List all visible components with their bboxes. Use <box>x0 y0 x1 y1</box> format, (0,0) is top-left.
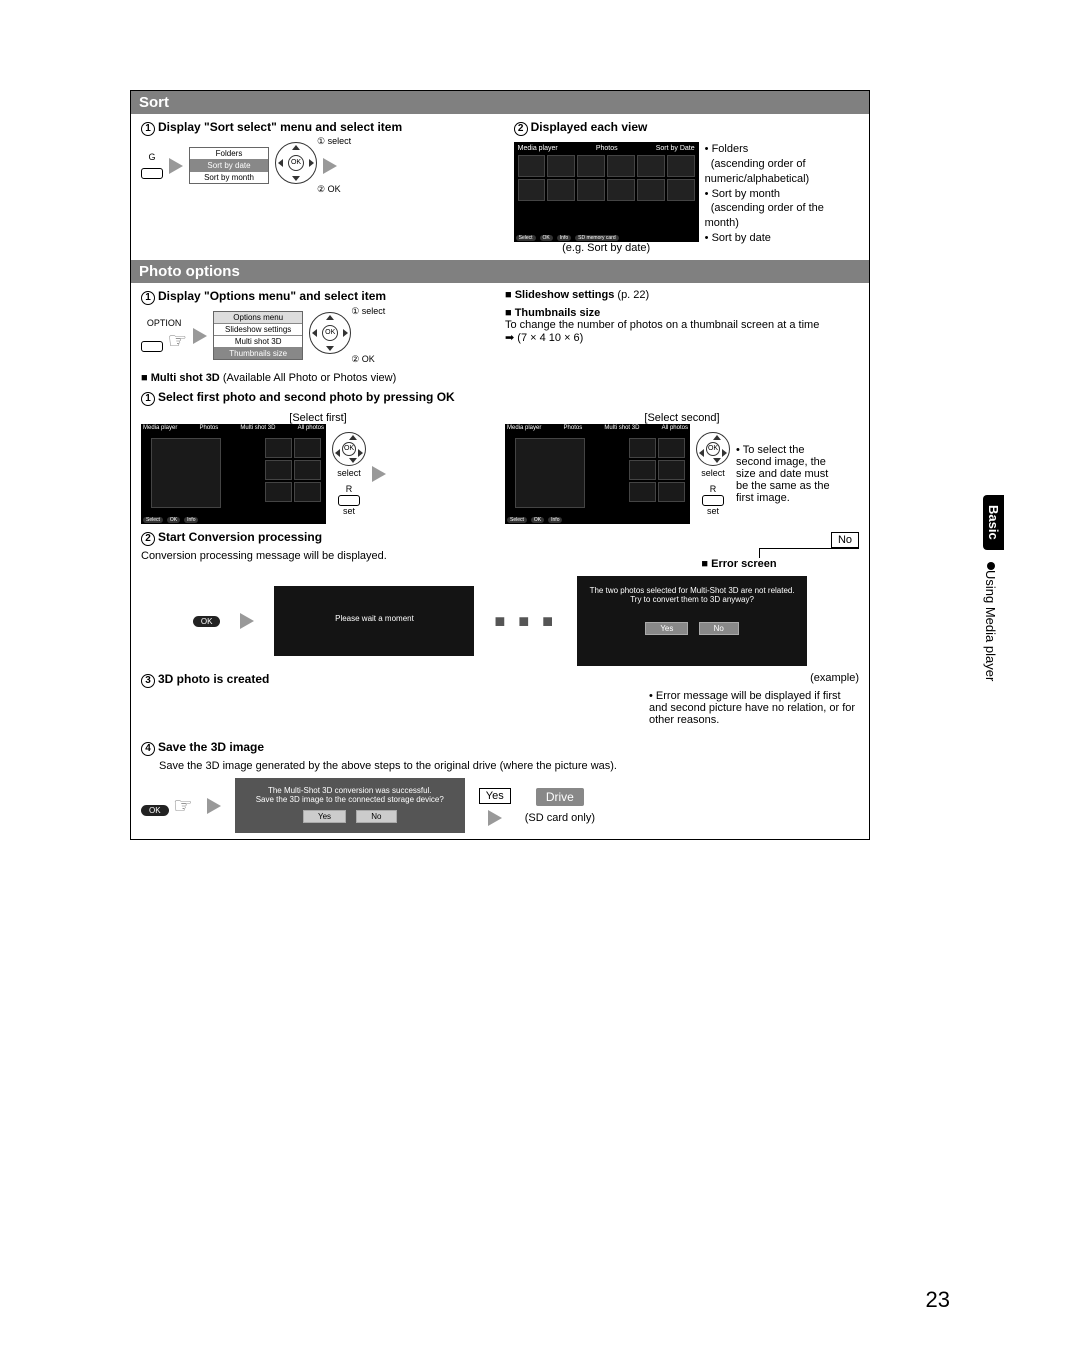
select-second-label: [Select second] <box>505 412 859 424</box>
example-label: (example) <box>609 672 859 684</box>
nav-pad[interactable]: OK <box>332 432 366 466</box>
no-button[interactable]: No <box>699 622 739 635</box>
sort-body: 1Display "Sort select" menu and select i… <box>131 114 869 260</box>
multi-step1: 1Select first photo and second photo by … <box>141 390 859 406</box>
arrow-icon <box>207 798 221 814</box>
sort-step1-title: 1Display "Sort select" menu and select i… <box>141 120 504 136</box>
sort-screen: Media playerPhotosSort by Date SelectOKI… <box>514 142 699 242</box>
multi-step2: 2Start Conversion processing <box>141 530 609 546</box>
arrow-icon <box>323 158 337 174</box>
no-button[interactable]: No <box>356 810 396 823</box>
dots-icon: ■ ■ ■ <box>494 611 557 632</box>
sort-caption: (e.g. Sort by date) <box>514 242 699 254</box>
menu-sortmonth[interactable]: Sort by month <box>190 172 268 183</box>
drive-button[interactable]: Drive <box>536 788 584 806</box>
arrow-icon <box>488 810 502 826</box>
slideshow-settings: ■ Slideshow settings (p. 22) <box>505 289 859 301</box>
save-dialog: The Multi-Shot 3D conversion was success… <box>235 778 465 833</box>
sort-step2-title: 2Displayed each view <box>514 120 859 136</box>
error-note: • Error message will be displayed if fir… <box>649 690 859 726</box>
menu-sortdate[interactable]: Sort by date <box>190 160 268 172</box>
multi-step3: 33D photo is created <box>141 672 599 688</box>
option-button[interactable] <box>141 341 163 352</box>
arrow-icon <box>169 158 183 174</box>
photo-body: 1Display "Options menu" and select item … <box>131 283 869 839</box>
sort-menu: Folders Sort by date Sort by month <box>189 147 269 184</box>
select-second-screen: Media playerPhotosMulti shot 3DAll photo… <box>505 424 690 524</box>
side-subtitle: Using Media player <box>983 562 999 681</box>
second-image-note: • To select the second image, the size a… <box>736 444 836 504</box>
g-button[interactable] <box>141 168 163 179</box>
page-number: 23 <box>926 1287 950 1313</box>
no-label: No <box>831 532 859 548</box>
arrow-icon <box>240 613 254 629</box>
g-label: G <box>141 152 163 162</box>
menu-folders[interactable]: Folders <box>190 148 268 160</box>
wait-dialog: Please wait a moment <box>274 586 474 656</box>
r-button[interactable] <box>702 495 724 506</box>
yes-button[interactable]: Yes <box>645 622 688 635</box>
arrow-icon <box>193 328 207 344</box>
hand-icon: ☞ <box>173 793 193 819</box>
nav-pad[interactable]: OK <box>696 432 730 466</box>
yes-label: Yes <box>479 788 511 804</box>
option-label: OPTION <box>141 318 187 328</box>
error-screen-title: ■ Error screen <box>619 558 859 570</box>
nav-pad[interactable]: OK <box>309 312 351 354</box>
select-first-label: [Select first] <box>141 412 495 424</box>
r-button[interactable] <box>338 495 360 506</box>
side-tab: Basic Using Media player <box>983 495 1004 681</box>
menu-slideshow[interactable]: Slideshow settings <box>214 324 302 336</box>
sort-header: Sort <box>131 91 869 114</box>
thumb-opts: ➡ (7 × 4 10 × 6) <box>505 331 859 344</box>
nav-pad[interactable]: OK <box>275 142 317 184</box>
select-first-screen: Media playerPhotosMulti shot 3DAll photo… <box>141 424 326 524</box>
menu-multishot[interactable]: Multi shot 3D <box>214 336 302 348</box>
ok-button[interactable]: OK <box>193 616 221 627</box>
options-menu: Options menu Slideshow settings Multi sh… <box>213 311 303 360</box>
photo-step1-title: 1Display "Options menu" and select item <box>141 289 495 305</box>
thumbnails-size: ■ Thumbnails size <box>505 307 859 319</box>
thumb-desc: To change the number of photos on a thum… <box>505 319 859 331</box>
hand-icon: ☞ <box>167 328 187 354</box>
ok-button[interactable]: OK <box>141 805 169 816</box>
step2-desc: Conversion processing message will be di… <box>141 550 609 562</box>
photo-header: Photo options <box>131 260 869 283</box>
menu-thumbsize[interactable]: Thumbnails size <box>214 348 302 359</box>
side-category: Basic <box>983 495 1004 550</box>
multishot-title: ■ Multi shot 3D (Available All Photo or … <box>141 372 859 384</box>
arrow-icon <box>372 466 386 482</box>
sd-only: (SD card only) <box>525 812 595 824</box>
sort-bullets: • Folders (ascending order of numeric/al… <box>705 142 859 246</box>
multi-step4: 4Save the 3D image <box>141 740 859 756</box>
yes-button[interactable]: Yes <box>303 810 346 823</box>
step4-desc: Save the 3D image generated by the above… <box>159 760 859 772</box>
manual-page: Sort 1Display "Sort select" menu and sel… <box>130 90 870 840</box>
error-dialog: The two photos selected for Multi-Shot 3… <box>577 576 807 666</box>
